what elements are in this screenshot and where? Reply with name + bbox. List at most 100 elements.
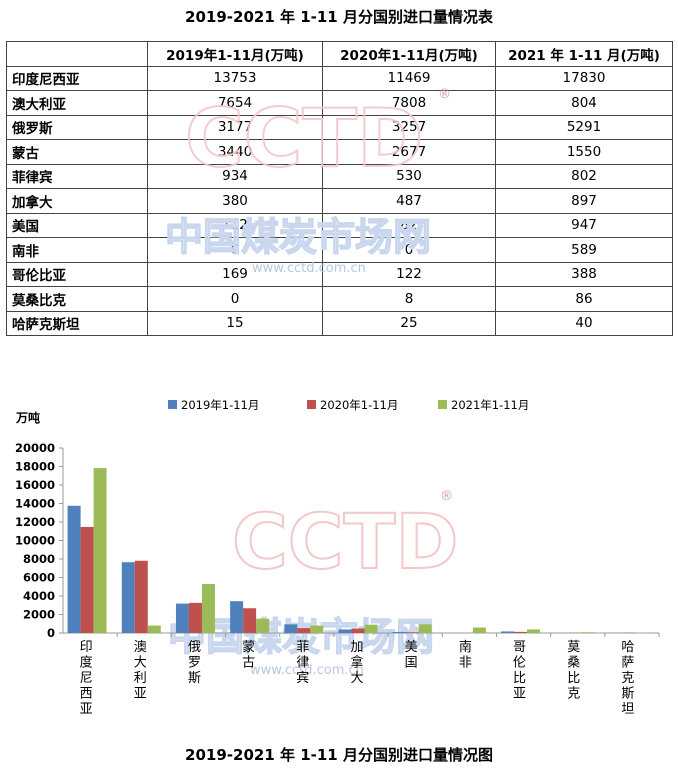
value-2019: 3440 <box>147 139 323 165</box>
value-2020: 122 <box>322 261 496 287</box>
value-2019: 15 <box>147 310 323 336</box>
value-2020: 82 <box>322 212 496 238</box>
table-row: 蒙古 3440 2677 1550 <box>6 139 673 165</box>
value-2020: 2677 <box>322 139 496 165</box>
bar-菲律宾-2020年1-11月 <box>297 628 311 633</box>
value-2020: 25 <box>322 310 496 336</box>
bar-美国-2019年1-11月 <box>392 631 406 633</box>
value-2021: 86 <box>495 286 673 312</box>
value-2019: 934 <box>147 163 323 189</box>
value-2020: 487 <box>322 188 496 214</box>
table-row: 哈萨克斯坦 15 25 40 <box>6 310 673 336</box>
bar-哥伦比亚-2019年1-11月 <box>501 631 515 633</box>
value-2021: 388 <box>495 261 673 287</box>
y-tick-label: 0 <box>47 626 55 640</box>
header-2020: 2020年1-11月(万吨) <box>322 41 496 67</box>
table-row: 南非 0 0 589 <box>6 237 673 263</box>
country-cell: 加拿大 <box>6 188 148 214</box>
header-2021: 2021 年 1-11 月(万吨) <box>495 41 673 67</box>
bar-菲律宾-2021年1-11月 <box>310 625 324 633</box>
watermark-logo: CCTD <box>232 497 458 586</box>
import-table: 2019年1-11月(万吨) 2020年1-11月(万吨) 2021 年 1-1… <box>6 41 673 336</box>
bar-加拿大-2019年1-11月 <box>338 629 352 633</box>
legend-label: 2019年1-11月 <box>181 398 259 412</box>
x-tick-label: 美国 <box>405 640 418 671</box>
header-country <box>6 41 148 67</box>
country-cell: 哥伦比亚 <box>6 261 148 287</box>
value-2021: 17830 <box>495 65 673 91</box>
bar-印度尼西亚-2021年1-11月 <box>93 468 107 633</box>
chart-title: 2019-2021 年 1-11 月分国别进口量情况图 <box>185 746 493 764</box>
legend-label: 2021年1-11月 <box>451 398 529 412</box>
bar-哥伦比亚-2021年1-11月 <box>527 629 541 633</box>
value-2020: 0 <box>322 237 496 263</box>
bar-蒙古-2019年1-11月 <box>230 601 244 633</box>
x-tick-label: 莫桑比克 <box>567 640 580 702</box>
value-2019: 380 <box>147 188 323 214</box>
x-tick-label: 俄罗斯 <box>188 640 201 686</box>
x-tick-label: 印度尼西亚 <box>80 640 93 717</box>
country-cell: 印度尼西亚 <box>6 65 148 91</box>
value-2019: 112 <box>147 212 323 238</box>
value-2019: 169 <box>147 261 323 287</box>
value-2019: 3177 <box>147 114 323 140</box>
bar-俄罗斯-2020年1-11月 <box>188 602 202 633</box>
x-tick-label: 加拿大 <box>350 640 363 686</box>
value-2021: 589 <box>495 237 673 263</box>
country-cell: 南非 <box>6 237 148 263</box>
legend-swatch <box>168 400 177 409</box>
watermark-registered: ® <box>440 489 453 504</box>
country-cell: 俄罗斯 <box>6 114 148 140</box>
bar-印度尼西亚-2020年1-11月 <box>80 526 94 633</box>
table-row: 加拿大 380 487 897 <box>6 188 673 214</box>
x-tick-label: 蒙古 <box>242 640 255 671</box>
value-2020: 3257 <box>322 114 496 140</box>
bar-澳大利亚-2021年1-11月 <box>147 625 161 633</box>
y-tick-label: 18000 <box>15 460 55 474</box>
value-2020: 530 <box>322 163 496 189</box>
table-row: 俄罗斯 3177 3257 5291 <box>6 114 673 140</box>
value-2020: 11469 <box>322 65 496 91</box>
y-tick-label: 8000 <box>23 552 55 566</box>
bar-俄罗斯-2019年1-11月 <box>175 603 189 633</box>
table-row: 美国 112 82 947 <box>6 212 673 238</box>
bar-蒙古-2021年1-11月 <box>256 618 270 633</box>
table-row: 莫桑比克 0 8 86 <box>6 286 673 312</box>
y-tick-label: 16000 <box>15 478 55 492</box>
country-cell: 美国 <box>6 212 148 238</box>
value-2019: 0 <box>147 286 323 312</box>
bar-澳大利亚-2020年1-11月 <box>134 560 148 633</box>
legend-swatch <box>307 400 316 409</box>
bar-哥伦比亚-2020年1-11月 <box>514 631 528 633</box>
country-cell: 澳大利亚 <box>6 90 148 116</box>
bar-俄罗斯-2021年1-11月 <box>201 584 215 633</box>
watermark-url: www.cctd.com.cn <box>250 663 364 678</box>
value-2021: 802 <box>495 163 673 189</box>
table-row: 哥伦比亚 169 122 388 <box>6 261 673 287</box>
value-2019: 7654 <box>147 90 323 116</box>
bar-美国-2021年1-11月 <box>418 624 432 633</box>
x-tick-label: 澳大利亚 <box>134 639 147 702</box>
bar-莫桑比克-2021年1-11月 <box>581 632 595 633</box>
y-tick-label: 2000 <box>23 608 55 622</box>
bar-印度尼西亚-2019年1-11月 <box>67 505 81 633</box>
bar-澳大利亚-2019年1-11月 <box>121 562 135 633</box>
table-title: 2019-2021 年 1-11 月分国别进口量情况表 <box>185 8 493 26</box>
table-row: 印度尼西亚 13753 11469 17830 <box>6 65 673 91</box>
bar-美国-2020年1-11月 <box>405 632 419 633</box>
y-tick-label: 10000 <box>15 534 55 548</box>
value-2021: 1550 <box>495 139 673 165</box>
x-tick-label: 菲律宾 <box>296 640 309 686</box>
legend-label: 2020年1-11月 <box>320 398 398 412</box>
value-2020: 7808 <box>322 90 496 116</box>
bar-加拿大-2021年1-11月 <box>364 624 378 633</box>
y-tick-label: 4000 <box>23 589 55 603</box>
table-row: 澳大利亚 7654 7808 804 <box>6 90 673 116</box>
value-2021: 40 <box>495 310 673 336</box>
country-cell: 莫桑比克 <box>6 286 148 312</box>
bar-加拿大-2020年1-11月 <box>351 628 365 633</box>
x-tick-label: 哈萨克斯坦 <box>621 640 634 717</box>
value-2020: 8 <box>322 286 496 312</box>
value-2019: 0 <box>147 237 323 263</box>
